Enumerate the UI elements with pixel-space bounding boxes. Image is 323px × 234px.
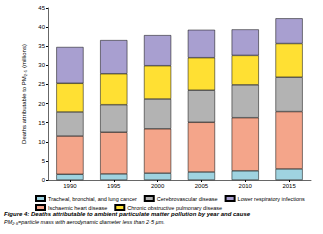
svg-text:Lower respiratory infections: Lower respiratory infections [238, 196, 306, 202]
svg-text:10: 10 [38, 139, 45, 145]
svg-text:45: 45 [38, 5, 45, 11]
svg-text:Chronic obstructive pulmonary: Chronic obstructive pulmonary disease [127, 205, 222, 211]
svg-text:2005: 2005 [195, 183, 209, 189]
svg-text:2010: 2010 [239, 183, 253, 189]
svg-text:30: 30 [38, 62, 45, 68]
svg-text:Deaths attributable to PM₂.₅ (: Deaths attributable to PM₂.₅ (millions) [21, 44, 27, 144]
svg-text:2000: 2000 [151, 183, 165, 189]
svg-text:2015: 2015 [282, 183, 296, 189]
svg-text:5: 5 [42, 158, 46, 164]
svg-text:1995: 1995 [107, 183, 121, 189]
svg-text:40: 40 [38, 24, 45, 30]
svg-text:Figure 4: Deaths attributable: Figure 4: Deaths attributable to ambient… [4, 211, 251, 217]
svg-text:25: 25 [38, 81, 45, 87]
svg-text:PM₂.₅=particle mass with aerod: PM₂.₅=particle mass with aerodynamic dia… [4, 219, 165, 225]
svg-text:20: 20 [38, 101, 45, 107]
svg-text:35: 35 [38, 43, 45, 49]
svg-text:1990: 1990 [63, 183, 77, 189]
svg-text:Tracheal, bronchial, and lung: Tracheal, bronchial, and lung cancer [48, 196, 137, 202]
svg-text:Ischaemic heart disease: Ischaemic heart disease [48, 205, 107, 211]
svg-text:15: 15 [38, 120, 45, 126]
svg-text:0: 0 [42, 177, 46, 183]
svg-text:Cerebrovascular disease: Cerebrovascular disease [157, 196, 218, 202]
